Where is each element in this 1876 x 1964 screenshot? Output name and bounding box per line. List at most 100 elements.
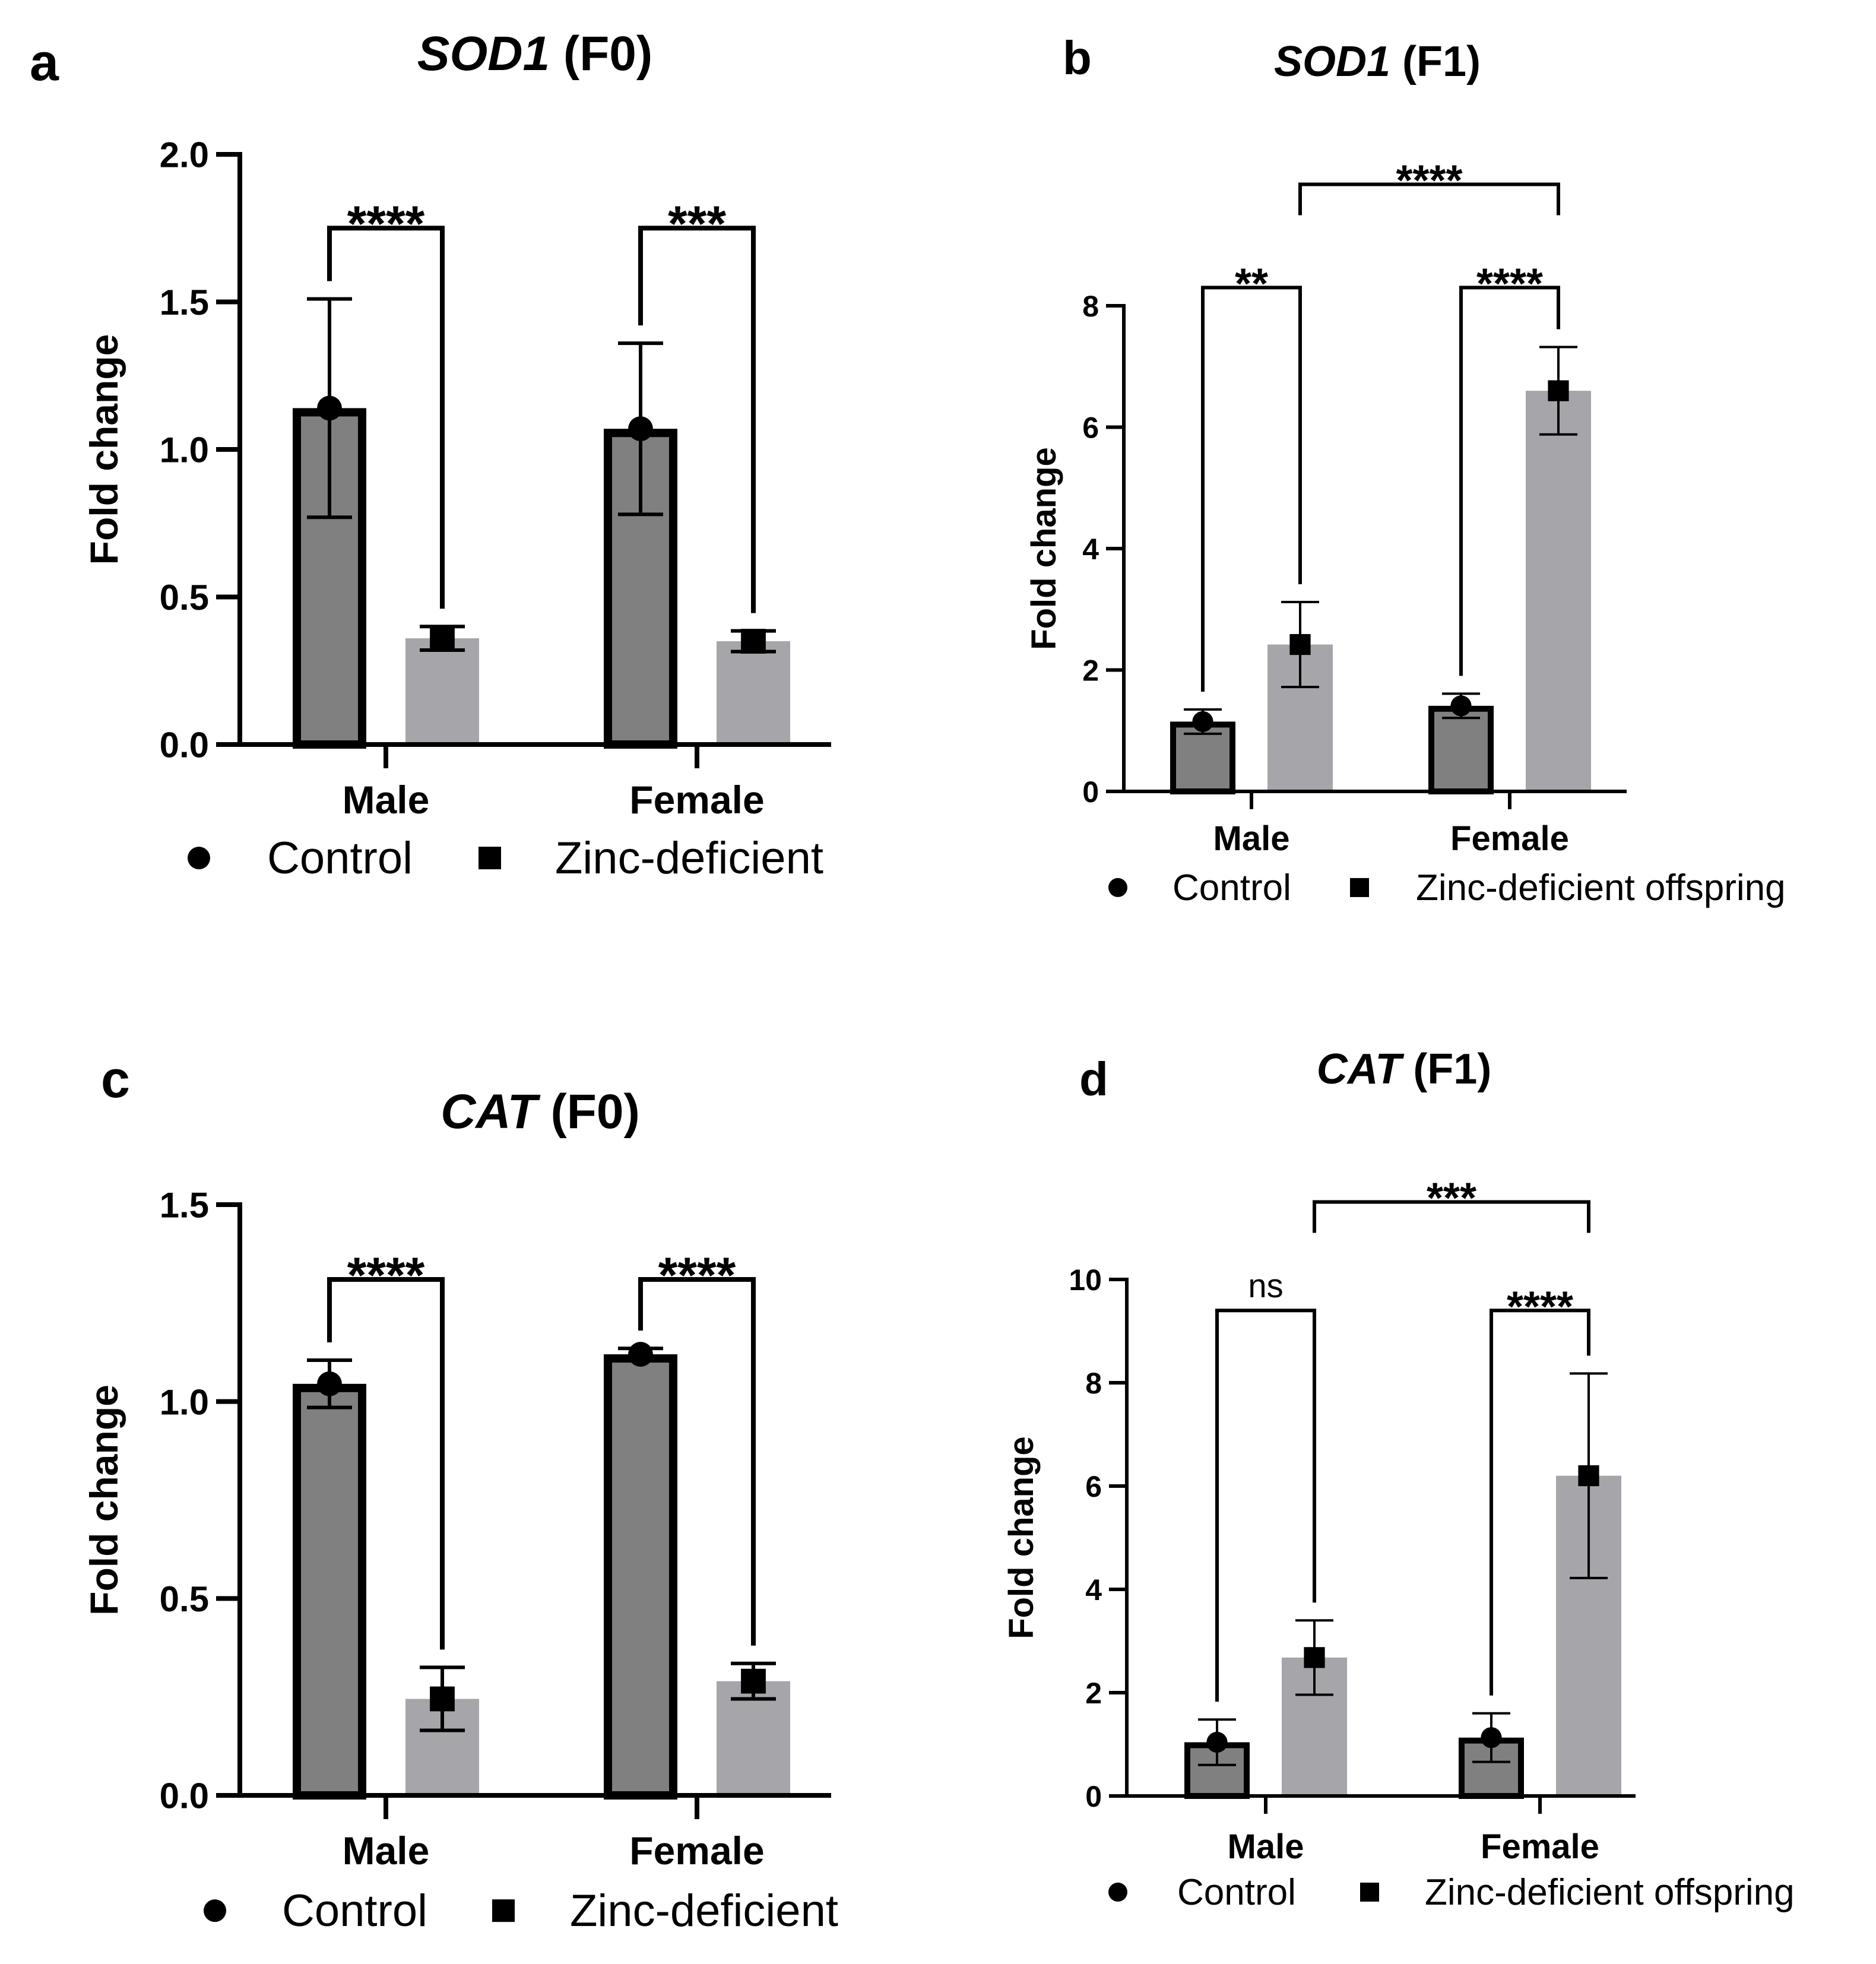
significance-bracket: ****: [327, 1247, 445, 1650]
bracket-line: [1490, 1309, 1590, 1696]
significance-bracket: ****: [638, 1247, 756, 1646]
legend-label: Control: [1172, 867, 1291, 908]
bar-control-male: [293, 1383, 366, 1800]
significance-label: ****: [1396, 157, 1462, 205]
significance-label: ****: [1476, 261, 1543, 308]
y-tick-label: 8: [1082, 290, 1099, 323]
chart-title-suffix: (F0): [537, 1085, 640, 1139]
y-tick-label: 0.5: [160, 1579, 209, 1619]
significance-bracket: **: [1201, 261, 1302, 692]
significance-bracket: ns: [1215, 1267, 1316, 1702]
y-axis-label: Fold change: [1025, 447, 1063, 650]
bracket-line: [1201, 286, 1302, 692]
y-tick-label: 2: [1082, 654, 1099, 688]
legend-label: Control: [282, 1886, 427, 1936]
legend: Control Zinc-deficient offspring: [1108, 867, 1786, 908]
y-tick-label: 6: [1082, 411, 1099, 445]
significance-bracket: ****: [1298, 157, 1560, 216]
y-axis-label: Fold change: [82, 334, 126, 565]
legend-label: Zinc-deficient offspring: [1416, 867, 1786, 908]
significance-bracket: ****: [1459, 261, 1560, 676]
significance-label: **: [1235, 261, 1268, 308]
chart-title-suffix: (F1): [1401, 1046, 1491, 1093]
y-axis-label: Fold change: [82, 1385, 126, 1615]
legend-marker-circle: [1108, 1882, 1127, 1902]
chart-title: CAT (F0): [441, 1085, 640, 1139]
significance-label: ****: [658, 1247, 736, 1303]
chart-title-gene: SOD1: [1274, 38, 1390, 85]
legend: Control Zinc-deficient: [204, 1886, 838, 1936]
mean-marker-square: [741, 629, 766, 654]
legend-label: Zinc-deficient: [570, 1886, 838, 1936]
mean-marker-square: [1578, 1465, 1599, 1487]
chart-panel-d: d CAT (F1) Fold change 0 2 4 6 8 10 Male Female ns *…: [1002, 1046, 1795, 1913]
panel-label: b: [1063, 31, 1092, 84]
bracket-line: [1215, 1309, 1316, 1702]
mean-marker-circle: [1192, 711, 1213, 733]
y-tick-label: 0.0: [160, 1776, 209, 1816]
bar-control-female: [1428, 705, 1494, 795]
mean-marker-circle: [1206, 1731, 1228, 1753]
significance-label: ***: [1427, 1175, 1476, 1222]
chart-title-suffix: (F0): [550, 27, 652, 81]
panel-label: d: [1079, 1053, 1108, 1105]
significance-label: ****: [347, 196, 425, 252]
mean-marker-square: [1548, 380, 1569, 401]
mean-marker-circle: [317, 395, 342, 421]
significance-bracket: ****: [1490, 1283, 1590, 1696]
y-tick-label: 8: [1085, 1367, 1102, 1400]
x-tick-label: Female: [1481, 1827, 1599, 1866]
bracket-line: [638, 1277, 756, 1646]
x-tick-label: Male: [343, 1829, 430, 1873]
legend-marker-circle: [1108, 878, 1127, 897]
chart-title: SOD1 (F1): [1274, 38, 1481, 85]
chart-panel-a: a SOD1 (F0) Fold change 0.0 0.5 1.0 1.5 2.0 Male…: [30, 27, 831, 883]
bracket-line: [1298, 182, 1560, 216]
bracket-line: [638, 226, 756, 613]
bar-zinc-deficient-male: [405, 638, 479, 745]
chart-title: SOD1 (F0): [417, 27, 652, 81]
y-tick-label: 0.5: [160, 578, 209, 617]
y-tick-label: 1.5: [160, 1186, 209, 1225]
x-tick-label: Male: [1228, 1827, 1304, 1866]
bracket-line: [327, 1277, 445, 1650]
y-tick-label: 6: [1085, 1470, 1102, 1503]
legend-label: Control: [1177, 1872, 1296, 1913]
y-tick-label: 1.0: [160, 1382, 209, 1422]
legend-label: Zinc-deficient: [555, 833, 823, 883]
chart-title-gene: SOD1: [417, 27, 550, 81]
legend-marker-square: [1350, 878, 1369, 897]
chart-panel-c: c CAT (F0) Fold change 0.0 0.5 1.0 1.5 Male Fema…: [82, 1050, 838, 1936]
y-tick-label: 1.0: [160, 430, 209, 470]
legend: Control Zinc-deficient: [188, 833, 823, 883]
legend-marker-circle: [204, 1899, 226, 1922]
legend-marker-square: [1360, 1882, 1379, 1902]
chart-title-gene: CAT: [1317, 1046, 1405, 1093]
mean-marker-circle: [1450, 695, 1472, 717]
y-tick-label: 0: [1082, 775, 1099, 809]
chart-title-suffix: (F1): [1390, 38, 1481, 85]
mean-marker-circle: [628, 416, 653, 442]
y-tick-label: 0: [1085, 1780, 1102, 1813]
mean-marker-square: [741, 1668, 766, 1694]
x-tick-label: Male: [1213, 819, 1290, 858]
significance-bracket: ****: [327, 196, 445, 609]
x-tick-label: Female: [1450, 819, 1569, 858]
legend-marker-circle: [188, 847, 210, 870]
y-tick-label: 0.0: [160, 726, 209, 765]
mean-marker-square: [430, 1686, 455, 1712]
legend-marker-square: [478, 847, 501, 870]
mean-marker-square: [430, 626, 455, 651]
mean-marker-square: [1289, 633, 1311, 655]
legend-marker-square: [492, 1899, 515, 1922]
bar-control-female: [604, 1354, 677, 1800]
mean-marker-circle: [317, 1371, 342, 1396]
mean-marker-circle: [628, 1342, 653, 1367]
y-tick-label: 2.0: [160, 135, 209, 175]
mean-marker-square: [1304, 1647, 1325, 1668]
bracket-line: [1459, 286, 1560, 676]
x-tick-label: Female: [629, 778, 764, 822]
significance-label: ns: [1248, 1267, 1283, 1304]
